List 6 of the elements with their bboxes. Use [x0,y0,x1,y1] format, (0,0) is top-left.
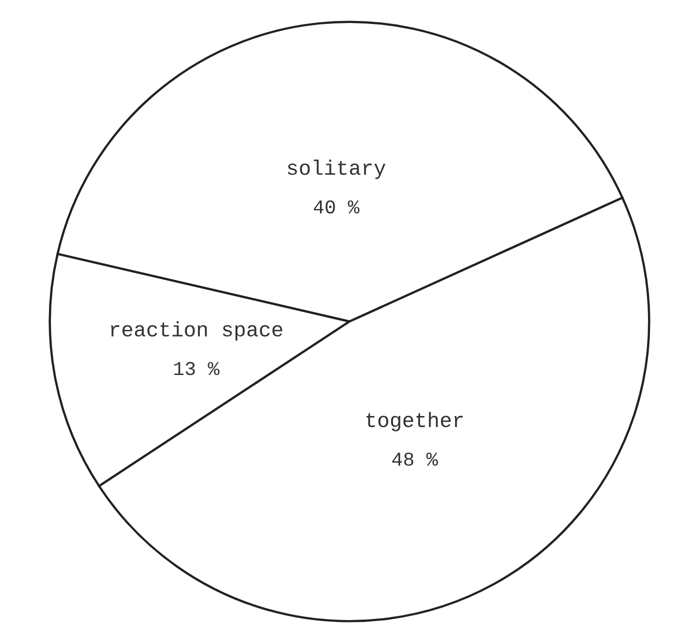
data-label: 13 % [174,362,220,376]
slice-label: together [366,412,463,432]
data-label: 48 % [392,452,438,466]
slice-label: solitary [288,160,386,180]
data-label: 40 % [314,200,360,214]
slice-label: reaction space [111,321,282,341]
